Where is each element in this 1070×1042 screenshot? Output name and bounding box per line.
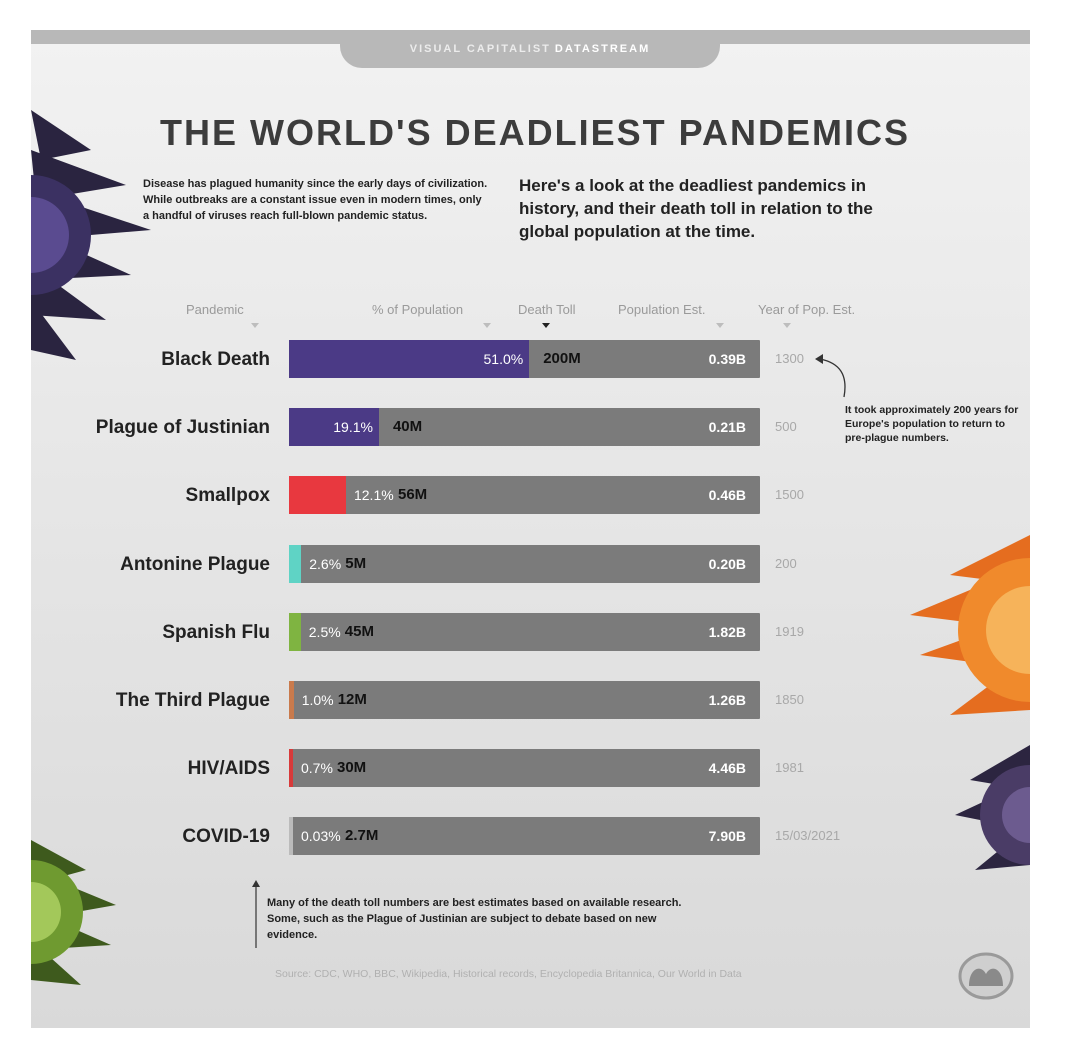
column-header-death-toll: Death Toll (518, 302, 576, 317)
visual-capitalist-logo-icon (958, 952, 1014, 1000)
bar-pct-fill (289, 749, 293, 787)
bar-background: 2.5% 45M 1.82B (289, 613, 760, 651)
arrow-up-icon (252, 880, 260, 948)
virus-icon-orange-right (910, 535, 1030, 715)
bar-background: 2.6% 5M 0.20B (289, 545, 760, 583)
bar-pct-fill (289, 817, 293, 855)
column-header-population: Population Est. (618, 302, 706, 317)
caret-down-icon (783, 323, 791, 328)
bar-background: 1.0% 12M 1.26B (289, 681, 760, 719)
brand-suffix: DATASTREAM (554, 43, 651, 55)
pct-label: 19.1% (333, 419, 373, 435)
population-label: 1.26B (708, 692, 746, 708)
pct-label: 12.1% (353, 487, 394, 503)
population-label: 0.46B (708, 487, 746, 503)
death-toll-label: 2.7M (345, 827, 379, 844)
pct-label: 2.6% (309, 556, 342, 572)
caret-down-icon (251, 323, 259, 328)
bar-background: 19.1% 40M 0.21B (289, 408, 760, 446)
caret-down-icon (542, 323, 550, 328)
pandemic-label: COVID-19 (182, 826, 270, 847)
bar-pct-fill (289, 340, 530, 378)
year-label: 1300 (775, 351, 804, 366)
infographic-panel (31, 30, 1030, 1028)
note-black-death: It took approximately 200 years for Euro… (845, 404, 1019, 444)
bar-pct-fill (289, 681, 294, 719)
year-label: 1500 (775, 487, 804, 502)
population-label: 0.39B (708, 351, 746, 367)
brand-tab: VISUAL CAPITALIST DATASTREAM (340, 30, 720, 68)
bar-pct-fill (289, 545, 302, 583)
caret-down-icon (483, 323, 491, 328)
death-toll-label: 12M (337, 691, 367, 708)
column-header-pct: % of Population (372, 302, 464, 317)
year-label: 200 (775, 556, 797, 571)
intro-right-text: Here's a look at the deadliest pandemics… (519, 176, 873, 241)
pct-label: 1.0% (301, 692, 334, 708)
pct-label: 51.0% (483, 351, 524, 367)
pandemic-label: Spanish Flu (162, 622, 270, 643)
bar-background: 0.03% 2.7M 7.90B (289, 817, 760, 855)
virus-icon-green-left (31, 840, 116, 985)
bar-background: 51.0% 200M 0.39B (289, 340, 760, 378)
column-header-pandemic: Pandemic (186, 302, 244, 317)
pct-label: 0.7% (301, 760, 333, 776)
population-label: 1.82B (708, 624, 746, 640)
death-toll-label: 5M (345, 555, 367, 572)
pandemic-label: Smallpox (185, 485, 270, 506)
year-label: 500 (775, 419, 797, 434)
note-estimates: Many of the death toll numbers are best … (267, 897, 682, 941)
population-label: 0.21B (708, 419, 746, 435)
death-toll-label: 56M (397, 486, 428, 503)
pct-label: 2.5% (308, 624, 341, 640)
pandemic-label: Antonine Plague (120, 554, 270, 575)
bar-pct-fill (289, 408, 379, 446)
source-text: Source: CDC, WHO, BBC, Wikipedia, Histor… (275, 968, 742, 980)
bar-pct-fill (289, 476, 346, 514)
population-label: 0.20B (708, 556, 746, 572)
virus-icon-purple-left (31, 110, 151, 360)
pandemic-label: HIV/AIDS (187, 758, 270, 779)
year-label: 15/03/2021 (775, 828, 841, 843)
bar-background: 0.7% 30M 4.46B (289, 749, 760, 787)
death-toll-label: 45M (344, 623, 374, 640)
population-label: 4.46B (708, 760, 746, 776)
population-label: 7.90B (708, 828, 746, 844)
virus-icon-purple-right (955, 745, 1030, 870)
death-toll-label: 40M (392, 418, 423, 435)
death-toll-label: 200M (543, 350, 581, 367)
year-label: 1919 (775, 624, 804, 639)
intro-left-text: Disease has plagued humanity since the e… (143, 178, 488, 222)
caret-down-icon (716, 323, 724, 328)
bar-background: 12.1% 56M 0.46B (289, 476, 760, 514)
page-title: THE WORLD'S DEADLIEST PANDEMICS (160, 112, 910, 153)
pandemic-label: The Third Plague (115, 690, 270, 711)
bar-pct-fill (289, 613, 301, 651)
pandemic-label: Plague of Justinian (95, 417, 270, 438)
brand-prefix: VISUAL CAPITALIST (409, 43, 551, 55)
column-header-year: Year of Pop. Est. (758, 302, 856, 317)
arrow-annotation-icon (815, 354, 846, 398)
pandemic-label: Black Death (161, 349, 270, 370)
death-toll-label: 30M (337, 759, 367, 776)
pct-label: 0.03% (301, 828, 341, 844)
year-label: 1981 (775, 760, 804, 775)
year-label: 1850 (775, 692, 804, 707)
